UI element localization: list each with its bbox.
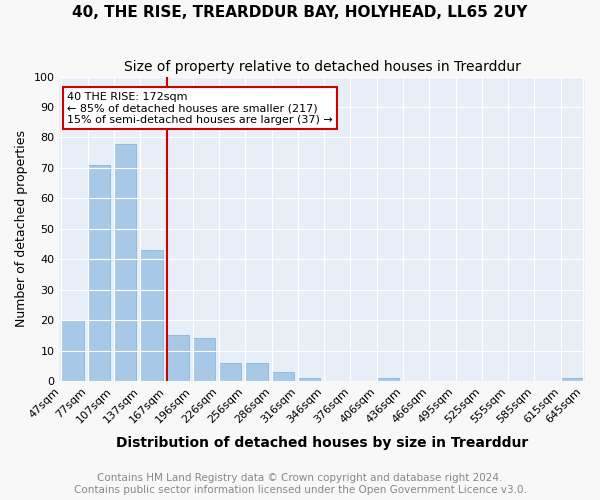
Bar — [61, 320, 84, 381]
Bar — [298, 378, 320, 381]
Bar — [88, 165, 110, 381]
Text: Contains HM Land Registry data © Crown copyright and database right 2024.
Contai: Contains HM Land Registry data © Crown c… — [74, 474, 526, 495]
Bar — [114, 144, 136, 381]
Bar — [167, 336, 189, 381]
Bar — [560, 378, 583, 381]
Y-axis label: Number of detached properties: Number of detached properties — [15, 130, 28, 328]
Bar — [219, 363, 241, 381]
Bar — [377, 378, 399, 381]
Bar — [272, 372, 294, 381]
Title: Size of property relative to detached houses in Trearddur: Size of property relative to detached ho… — [124, 60, 521, 74]
Bar — [140, 250, 163, 381]
Text: 40, THE RISE, TREARDDUR BAY, HOLYHEAD, LL65 2UY: 40, THE RISE, TREARDDUR BAY, HOLYHEAD, L… — [73, 5, 527, 20]
X-axis label: Distribution of detached houses by size in Trearddur: Distribution of detached houses by size … — [116, 436, 529, 450]
Bar — [245, 363, 268, 381]
Text: 40 THE RISE: 172sqm
← 85% of detached houses are smaller (217)
15% of semi-detac: 40 THE RISE: 172sqm ← 85% of detached ho… — [67, 92, 333, 125]
Bar — [193, 338, 215, 381]
